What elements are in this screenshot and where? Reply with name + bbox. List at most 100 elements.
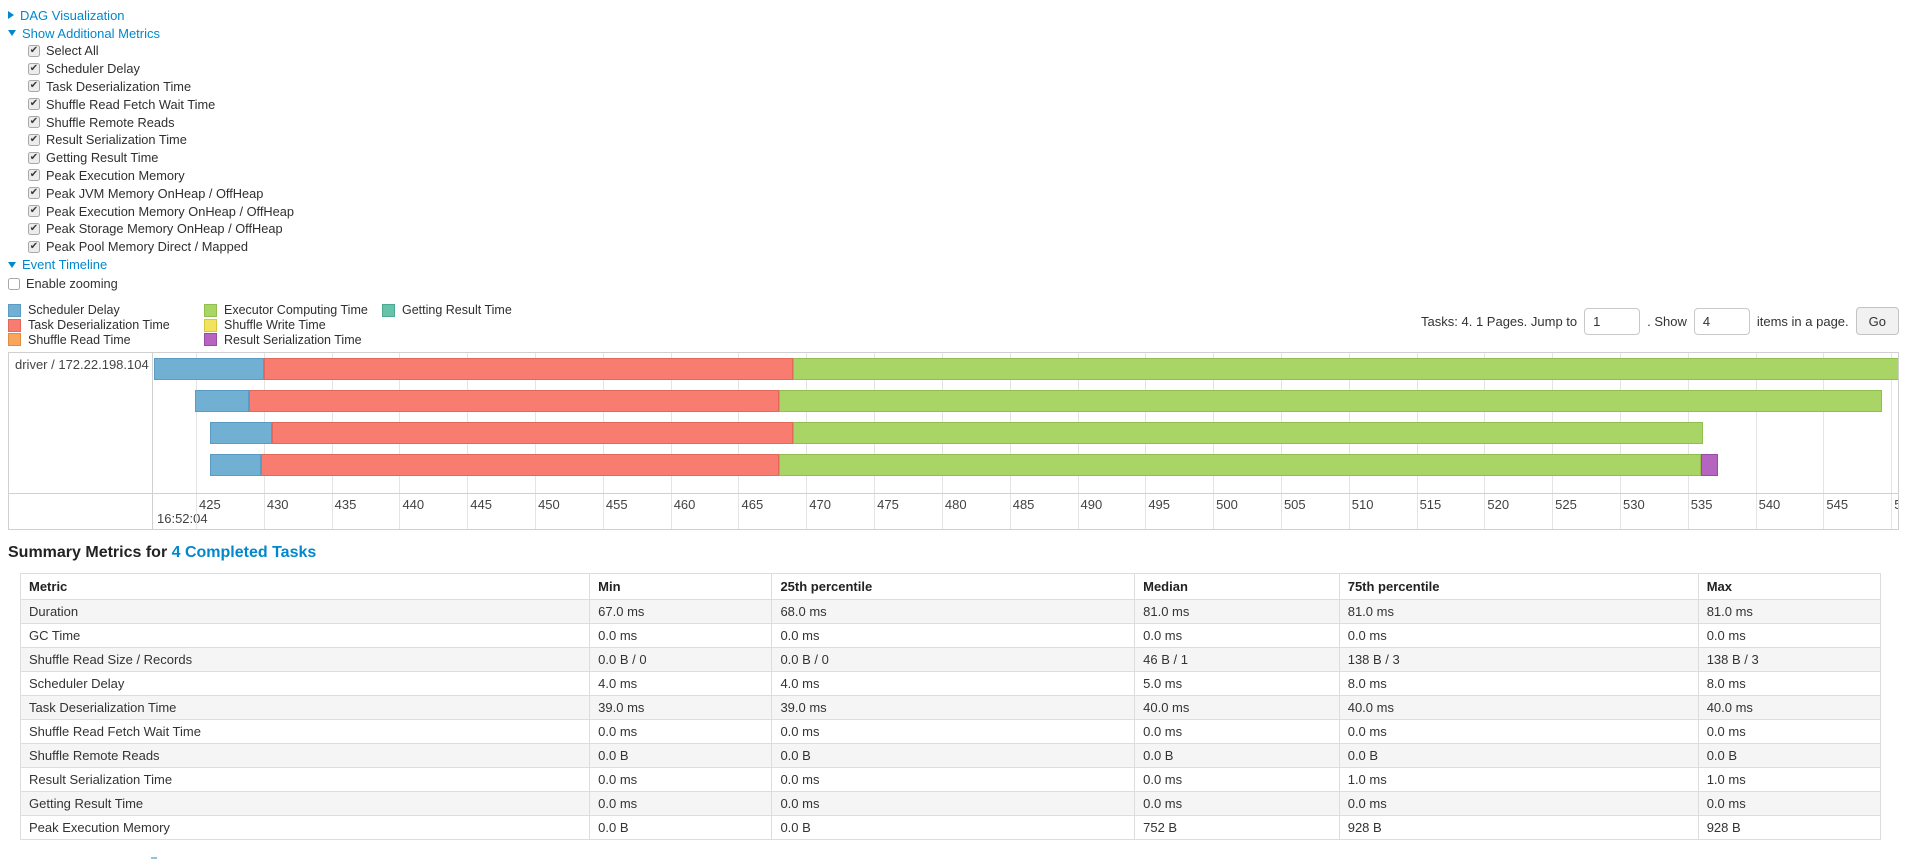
axis-tick-label: 445 [470, 497, 492, 512]
timeline-task-bar-executor-computing[interactable] [779, 390, 1882, 412]
axis-tick-label: 480 [944, 497, 967, 512]
timeline-task-bar-result-serialization[interactable] [1701, 454, 1718, 476]
legend-swatch [204, 333, 217, 347]
metric-checkbox[interactable]: ✔ [28, 205, 40, 218]
metric-value-cell: 0.0 ms [1134, 623, 1340, 648]
completed-tasks-link[interactable]: 4 Completed Tasks [171, 544, 317, 561]
legend-item: Shuffle Read Time [8, 333, 204, 348]
event-timeline-link[interactable]: Event Timeline [22, 257, 108, 273]
collapsed-arrow-icon [8, 11, 14, 19]
timeline-task-bar-scheduler-delay[interactable] [154, 358, 264, 380]
legend-label: Getting Result Time [402, 303, 512, 318]
dag-visualization-toggle[interactable]: DAG Visualization [8, 6, 294, 24]
metric-checkbox[interactable]: ✔ [28, 80, 40, 93]
column-header[interactable]: 75th percentile [1338, 573, 1699, 600]
column-header[interactable]: Metric [19, 573, 591, 600]
metric-checkbox[interactable]: ✔ [28, 169, 40, 182]
metric-name-cell: Getting Result Time [19, 791, 591, 816]
legend-label: Shuffle Write Time [224, 318, 326, 333]
metric-value-cell: 8.0 ms [1338, 671, 1699, 696]
metric-name-cell: Shuffle Remote Reads [19, 743, 591, 768]
column-header[interactable]: Min [589, 573, 773, 600]
timeline-axis-time-label: 16:52:04 [157, 511, 208, 526]
timeline-grid-line [196, 353, 198, 529]
metric-value-cell: 0.0 B [771, 815, 1136, 840]
metric-checkbox[interactable]: ✔ [28, 98, 40, 111]
table-row: Shuffle Remote Reads 0.0 B 0.0 B 0.0 B 0.0 B… [19, 743, 1882, 768]
timeline-task-bar-task-deserialization[interactable] [263, 358, 793, 380]
column-header[interactable]: Median [1134, 573, 1340, 600]
summary-title-text: Summary Metrics for [8, 544, 168, 561]
timeline-task-bar-task-deserialization[interactable] [271, 422, 793, 444]
legend-swatch [8, 318, 21, 332]
metric-value-cell: 0.0 ms [1697, 791, 1882, 816]
legend-label: Executor Computing Time [224, 303, 368, 318]
metric-checkbox[interactable]: ✔ [28, 151, 40, 164]
metric-value-cell: 39.0 ms [771, 695, 1136, 720]
metric-value-cell: 752 B [1134, 815, 1340, 840]
top-controls: DAG Visualization Show Additional Metric… [8, 6, 294, 293]
table-row: Task Deserialization Time 39.0 ms 39.0 ms 4… [19, 695, 1882, 720]
metric-value-cell: 40.0 ms [1697, 695, 1882, 720]
metric-value-cell: 0.0 ms [1697, 623, 1882, 648]
metric-value-cell: 0.0 ms [771, 791, 1136, 816]
column-header[interactable]: 25th percentile [771, 573, 1136, 600]
legend-swatch [8, 333, 21, 347]
legend-item: Scheduler Delay [8, 303, 204, 318]
metric-checkbox[interactable]: ✔ [28, 116, 40, 129]
dag-visualization-link[interactable]: DAG Visualization [20, 7, 125, 23]
enable-zooming-row: Enable zooming [8, 275, 294, 293]
timeline-task-bar-executor-computing[interactable] [779, 454, 1702, 476]
metric-checkbox[interactable]: ✔ [28, 187, 40, 200]
show-additional-metrics-link[interactable]: Show Additional Metrics [22, 25, 161, 41]
metric-value-cell: 0.0 B [1338, 743, 1699, 768]
metric-value-cell: 4.0 ms [771, 671, 1136, 696]
axis-tick-label: 495 [1148, 497, 1171, 512]
enable-zooming-checkbox[interactable] [8, 277, 20, 290]
table-row: Result Serialization Time 0.0 ms 0.0 ms 0.0… [19, 767, 1882, 792]
legend-swatch [204, 303, 217, 317]
metric-checkbox-item: ✔ Select All [28, 42, 294, 60]
metric-checkbox-label: Shuffle Remote Reads [46, 114, 175, 130]
metric-checkbox-label: Peak Execution Memory OnHeap / OffHeap [46, 203, 295, 219]
metric-value-cell: 928 B [1697, 815, 1882, 840]
task-pagination: Tasks: 4. 1 Pages. Jump to . Show items … [1421, 307, 1899, 335]
timeline-task-bar-scheduler-delay[interactable] [209, 454, 262, 476]
legend-label: Scheduler Delay [28, 303, 120, 318]
metric-checkbox-label: Task Deserialization Time [46, 78, 192, 94]
metric-name-cell: GC Time [19, 623, 591, 648]
metric-checkbox[interactable]: ✔ [28, 44, 40, 57]
table-row: Duration 67.0 ms 68.0 ms 81.0 ms 81.0 ms 81.0… [19, 599, 1882, 624]
timeline-task-bar-scheduler-delay[interactable] [209, 422, 272, 444]
metric-value-cell: 0.0 B / 0 [589, 647, 773, 672]
metric-value-cell: 928 B [1338, 815, 1699, 840]
metric-value-cell: 0.0 ms [1134, 719, 1340, 744]
legend-swatch [382, 303, 395, 317]
metric-value-cell: 0.0 ms [589, 767, 773, 792]
metric-checkbox[interactable]: ✔ [28, 222, 40, 235]
metric-checkbox[interactable]: ✔ [28, 133, 40, 146]
column-header[interactable]: Max [1697, 573, 1882, 600]
show-additional-metrics-toggle[interactable]: Show Additional Metrics [8, 24, 294, 42]
executor-group-label: driver / 172.22.198.104 [15, 357, 149, 372]
timeline-task-bar-task-deserialization[interactable] [261, 454, 780, 476]
axis-tick-label: 505 [1283, 497, 1306, 512]
metric-checkbox-item: ✔ Peak Execution Memory [28, 167, 294, 185]
axis-tick-label: 500 [1216, 497, 1238, 512]
timeline-task-bar-executor-computing[interactable] [792, 422, 1703, 444]
metric-value-cell: 1.0 ms [1697, 767, 1882, 792]
axis-tick-label: 450 [538, 497, 560, 512]
timeline-task-bar-scheduler-delay[interactable] [194, 390, 249, 412]
items-per-page-input[interactable] [1693, 307, 1750, 335]
timeline-task-bar-executor-computing[interactable] [792, 358, 1898, 380]
legend-label: Shuffle Read Time [28, 332, 131, 347]
event-timeline-toggle[interactable]: Event Timeline [8, 256, 294, 274]
jump-to-page-input[interactable] [1584, 307, 1641, 335]
metric-checkbox-item: ✔ Peak Storage Memory OnHeap / OffHeap [28, 220, 294, 238]
metric-value-cell: 0.0 ms [1338, 623, 1699, 648]
metric-checkbox[interactable]: ✔ [28, 240, 40, 253]
go-button[interactable]: Go [1855, 307, 1899, 335]
timeline-task-bar-task-deserialization[interactable] [248, 390, 780, 412]
axis-tick-label: 510 [1351, 497, 1374, 512]
metric-checkbox[interactable]: ✔ [28, 62, 40, 75]
